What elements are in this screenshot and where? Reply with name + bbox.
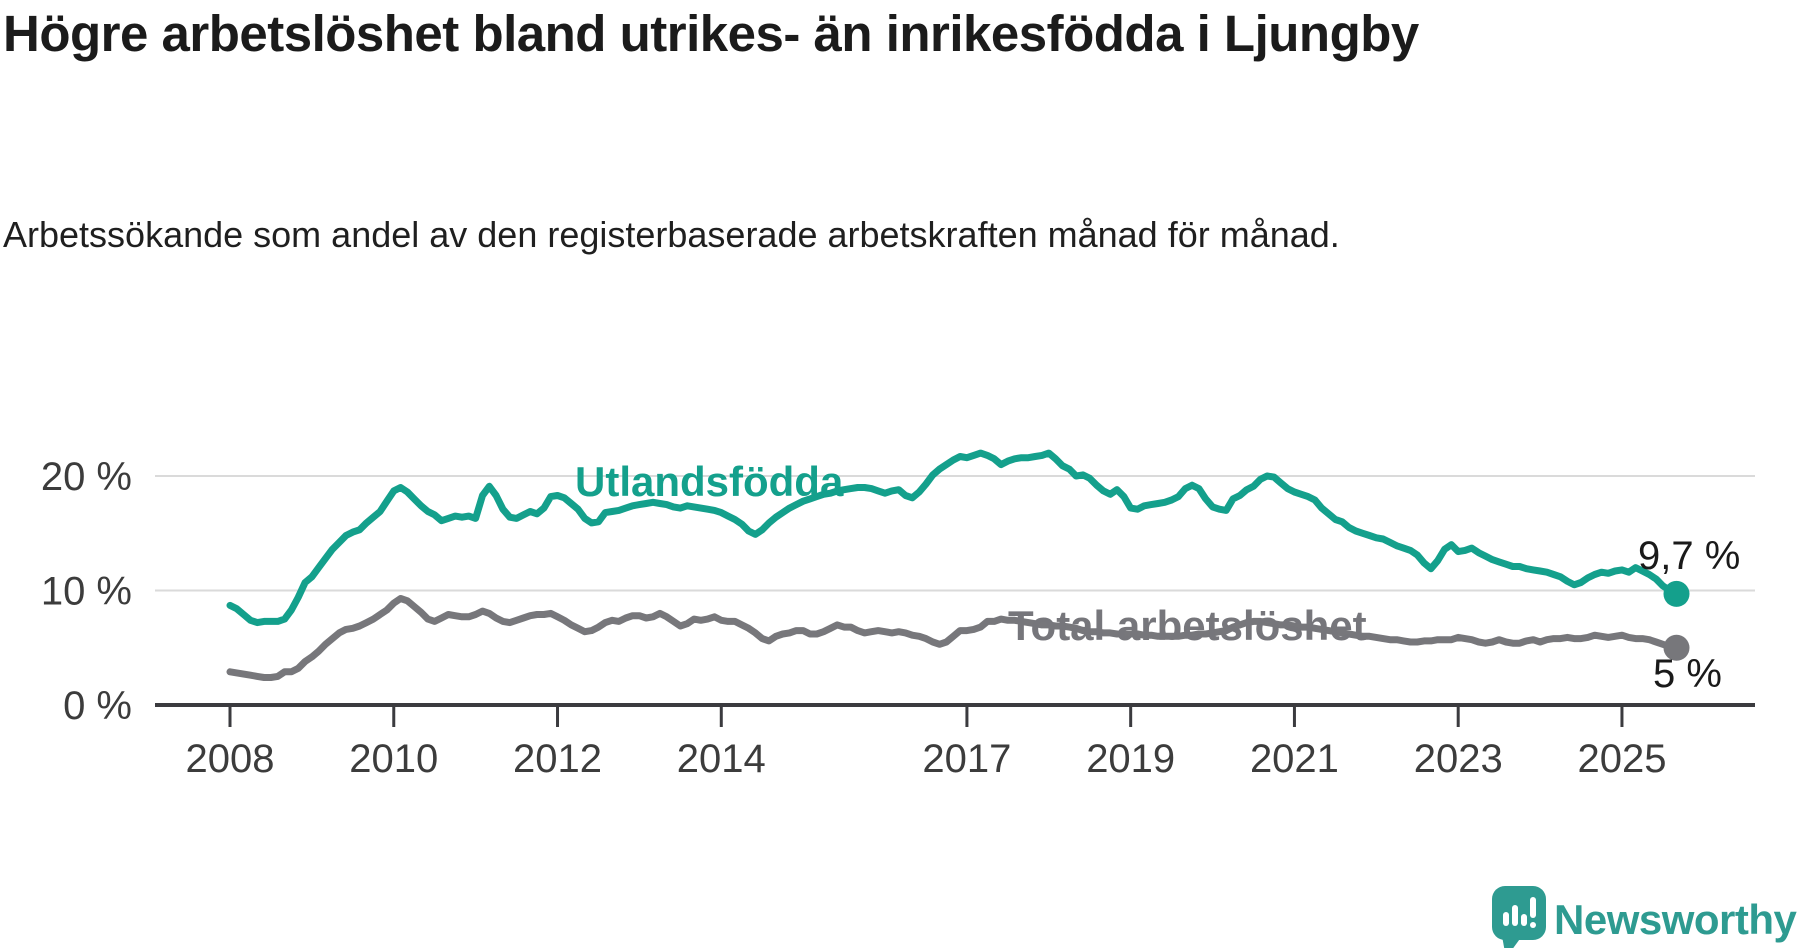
x-tick-label-2014: 2014 [677, 737, 766, 781]
newsworthy-logo-text: Newsworthy [1554, 896, 1797, 943]
newsworthy-logo-icon [1492, 886, 1546, 948]
y-tick-label-0: 0 % [63, 684, 132, 728]
x-tick-label-2019: 2019 [1086, 737, 1175, 781]
series-end-dot-total-arbetsloshet [1663, 634, 1690, 661]
series-line-utlandsfodda [226, 449, 1680, 627]
x-tick-label-2008: 2008 [186, 737, 275, 781]
series-label-utlandsfodda: Utlandsfödda [575, 458, 844, 505]
page-subtitle: Arbetssökande som andel av den registerb… [3, 214, 1340, 255]
series-line-total-arbetsloshet [226, 595, 1680, 681]
x-tick-label-2021: 2021 [1250, 737, 1339, 781]
series-label-total-arbetsloshet: Total arbetslöshet [1008, 602, 1367, 649]
y-tick-label-20: 20 % [41, 455, 132, 499]
page-title: Högre arbetslöshet bland utrikes- än inr… [3, 5, 1419, 62]
x-tick-label-2012: 2012 [513, 737, 602, 781]
x-tick-label-2017: 2017 [922, 737, 1011, 781]
x-tick-label-2010: 2010 [349, 737, 438, 781]
newsworthy-logo: Newsworthy [1490, 884, 1797, 948]
end-value-label-total-arbetsloshet: 5 % [1653, 652, 1722, 696]
x-tick-label-2023: 2023 [1414, 737, 1503, 781]
series-end-dot-utlandsfodda [1663, 580, 1690, 607]
end-value-label-utlandsfodda: 9,7 % [1638, 534, 1741, 578]
x-tick-label-2025: 2025 [1577, 737, 1666, 781]
y-tick-label-10: 10 % [41, 570, 132, 614]
